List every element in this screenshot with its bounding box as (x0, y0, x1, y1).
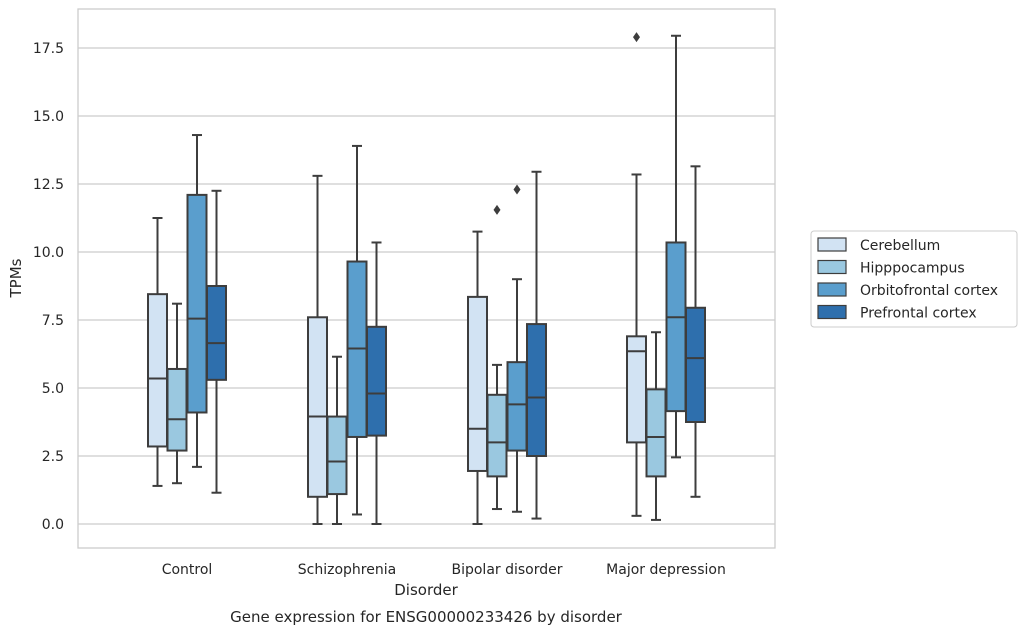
iqr-box (526, 323, 547, 457)
x-tick-label: Schizophrenia (298, 562, 396, 578)
iqr-box (326, 415, 348, 496)
legend-label: Cerebellum (860, 238, 940, 254)
y-tick-label: 17.5 (33, 41, 64, 57)
y-tick-label: 0.0 (42, 517, 64, 533)
x-axis-label: Disorder (394, 581, 458, 599)
box-cerebellum-control (147, 217, 168, 487)
iqr-box (467, 295, 488, 472)
iqr-box (486, 393, 508, 478)
iqr-box (307, 316, 328, 498)
iqr-box (147, 293, 168, 448)
box-hipppocampus-control (166, 302, 188, 485)
x-tick-label: Bipolar disorder (451, 562, 562, 578)
box-hipppocampus-schizophrenia (326, 355, 348, 525)
y-axis-label: TPMs (7, 258, 25, 298)
plot-frame (77, 8, 776, 549)
iqr-box (166, 367, 188, 452)
iqr-box (206, 285, 227, 381)
legend-label: Hipppocampus (860, 261, 965, 277)
iqr-box (366, 325, 387, 437)
legend-label: Orbitofrontal cortex (860, 283, 998, 299)
legend: Cerebellum Hipppocampus Orbitofrontal cort… (810, 230, 1018, 328)
box-orbitofrontal-cortex-schizophrenia (346, 144, 368, 516)
chart-title: Gene expression for ENSG00000233426 by d… (230, 608, 623, 626)
iqr-box (645, 388, 667, 478)
box-cerebellum-bipolar-disorder (467, 230, 488, 525)
x-tick-label: Control (162, 562, 213, 578)
box-orbitofrontal-cortex-major-depression (665, 34, 687, 459)
iqr-box (685, 306, 706, 424)
y-tick-labels: 0.0 2.5 5.0 7.5 10.0 12.5 15.0 17.5 (33, 41, 64, 533)
legend-label: Prefrontal cortex (860, 306, 977, 322)
legend-frame (810, 230, 1018, 328)
box-plot-marks (147, 32, 706, 525)
iqr-box (506, 361, 528, 452)
box-prefrontal-cortex-control (206, 189, 227, 494)
y-tick-label: 7.5 (42, 313, 64, 329)
outlier-point (633, 32, 640, 43)
legend-swatch (817, 282, 847, 297)
box-prefrontal-cortex-major-depression (685, 165, 706, 498)
iqr-box (665, 241, 687, 413)
iqr-box (186, 193, 208, 414)
box-cerebellum-schizophrenia (307, 174, 328, 525)
legend-swatch (817, 304, 847, 320)
y-tick-label: 12.5 (33, 177, 64, 193)
x-tick-label: Major depression (606, 562, 726, 578)
legend-swatch (817, 259, 847, 275)
box-prefrontal-cortex-bipolar-disorder (526, 170, 547, 520)
legend-swatch (817, 237, 847, 252)
y-tick-label: 5.0 (42, 381, 64, 397)
box-prefrontal-cortex-schizophrenia (366, 241, 387, 525)
outlier-point (513, 184, 521, 195)
y-tick-label: 15.0 (33, 109, 64, 125)
y-tick-label: 10.0 (33, 245, 64, 261)
x-tick-labels: Control Schizophrenia Bipolar disorder Majo… (162, 562, 726, 578)
box-hipppocampus-major-depression (645, 331, 667, 521)
y-tick-label: 2.5 (42, 449, 64, 465)
outlier-point (493, 204, 501, 215)
